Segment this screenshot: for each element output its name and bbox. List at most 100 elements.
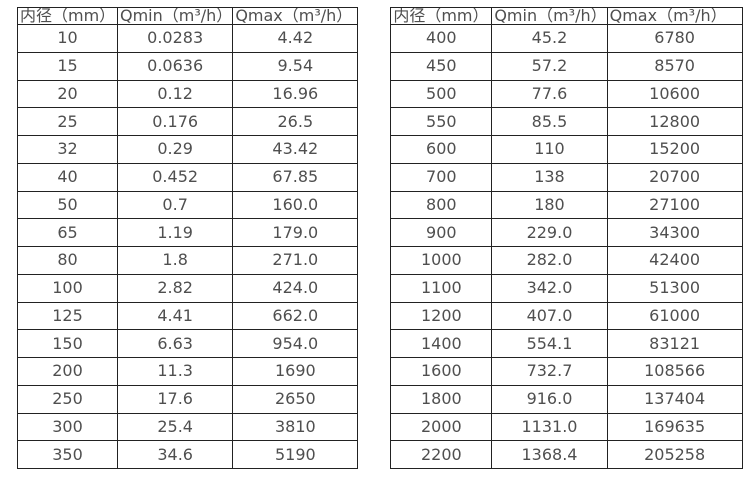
table-cell: 85.5 bbox=[491, 107, 608, 136]
table-row: 15 0.0636 9.54 bbox=[17, 51, 359, 81]
table-cell: 1400 bbox=[390, 329, 493, 358]
table-cell: 10 bbox=[17, 24, 118, 53]
table-cell: 12800 bbox=[606, 107, 743, 136]
table-row: 2000 1131.0 169635 bbox=[390, 412, 743, 442]
table-cell: 0.0636 bbox=[116, 51, 234, 81]
table-row: 40 0.452 67.85 bbox=[17, 162, 359, 192]
table-row: 25 0.176 26.5 bbox=[17, 107, 359, 136]
column-header: Qmin（m³/h） bbox=[116, 7, 234, 25]
table-row: 20 0.12 16.96 bbox=[17, 79, 359, 109]
table-cell: 8570 bbox=[606, 51, 743, 81]
table-row: 65 1.19 179.0 bbox=[17, 218, 359, 247]
table-row: 1000 282.0 42400 bbox=[390, 246, 743, 275]
table-cell: 50 bbox=[17, 190, 118, 220]
column-header: Qmax（m³/h） bbox=[232, 7, 359, 25]
table-row: 80 1.8 271.0 bbox=[17, 246, 359, 275]
table-cell: 342.0 bbox=[491, 273, 608, 303]
table-cell: 27100 bbox=[606, 190, 743, 220]
table-cell: 1600 bbox=[390, 357, 493, 386]
table-cell: 0.7 bbox=[116, 190, 234, 220]
table-cell: 42400 bbox=[606, 246, 743, 275]
table-row: 500 77.6 10600 bbox=[390, 79, 743, 109]
table-cell: 800 bbox=[390, 190, 493, 220]
column-header: Qmax（m³/h） bbox=[606, 7, 743, 25]
table-cell: 0.29 bbox=[116, 135, 234, 164]
table-cell: 0.0283 bbox=[116, 24, 234, 53]
table-cell: 1131.0 bbox=[491, 412, 608, 442]
table-row: 100 2.82 424.0 bbox=[17, 273, 359, 303]
table-cell: 32 bbox=[17, 135, 118, 164]
table-cell: 80 bbox=[17, 246, 118, 275]
table-row: 350 34.6 5190 bbox=[17, 440, 359, 469]
table-cell: 916.0 bbox=[491, 384, 608, 414]
table-cell: 1100 bbox=[390, 273, 493, 303]
table-row: 1800 916.0 137404 bbox=[390, 384, 743, 414]
table-cell: 954.0 bbox=[232, 329, 359, 358]
table-cell: 138 bbox=[491, 162, 608, 192]
table-cell: 1000 bbox=[390, 246, 493, 275]
table-cell: 15200 bbox=[606, 135, 743, 164]
table-cell: 662.0 bbox=[232, 301, 359, 331]
table-cell: 110 bbox=[491, 135, 608, 164]
table-cell: 65 bbox=[17, 218, 118, 247]
page: 内径（mm） Qmin（m³/h） Qmax（m³/h） 10 0.0283 4.42 15… bbox=[17, 7, 743, 469]
table-cell: 40 bbox=[17, 162, 118, 192]
table-cell: 100 bbox=[17, 273, 118, 303]
table-cell: 180 bbox=[491, 190, 608, 220]
table-cell: 169635 bbox=[606, 412, 743, 442]
column-header: 内径（mm） bbox=[17, 7, 118, 25]
table-cell: 2.82 bbox=[116, 273, 234, 303]
table-cell: 17.6 bbox=[116, 384, 234, 414]
table-cell: 15 bbox=[17, 51, 118, 81]
table-cell: 16.96 bbox=[232, 79, 359, 109]
table-cell: 1368.4 bbox=[491, 440, 608, 469]
column-header: 内径（mm） bbox=[390, 7, 493, 25]
table-cell: 11.3 bbox=[116, 357, 234, 386]
table-row: 125 4.41 662.0 bbox=[17, 301, 359, 331]
table-cell: 5190 bbox=[232, 440, 359, 469]
table-cell: 67.85 bbox=[232, 162, 359, 192]
table-cell: 1200 bbox=[390, 301, 493, 331]
table-row: 400 45.2 6780 bbox=[390, 24, 743, 53]
table-cell: 700 bbox=[390, 162, 493, 192]
table-cell: 6.63 bbox=[116, 329, 234, 358]
table-cell: 1800 bbox=[390, 384, 493, 414]
table-cell: 450 bbox=[390, 51, 493, 81]
table-row: 800 180 27100 bbox=[390, 190, 743, 220]
flow-table-small-diameters: 内径（mm） Qmin（m³/h） Qmax（m³/h） 10 0.0283 4.42 15… bbox=[17, 7, 359, 469]
table-row: 550 85.5 12800 bbox=[390, 107, 743, 136]
table-row: 150 6.63 954.0 bbox=[17, 329, 359, 358]
table-cell: 125 bbox=[17, 301, 118, 331]
table-cell: 137404 bbox=[606, 384, 743, 414]
table-cell: 400 bbox=[390, 24, 493, 53]
table-cell: 1.19 bbox=[116, 218, 234, 247]
table-cell: 25 bbox=[17, 107, 118, 136]
table-row: 32 0.29 43.42 bbox=[17, 135, 359, 164]
table-row: 1100 342.0 51300 bbox=[390, 273, 743, 303]
table-cell: 0.176 bbox=[116, 107, 234, 136]
table-cell: 282.0 bbox=[491, 246, 608, 275]
table-row: 250 17.6 2650 bbox=[17, 384, 359, 414]
table-cell: 424.0 bbox=[232, 273, 359, 303]
table-cell: 0.12 bbox=[116, 79, 234, 109]
table-cell: 20700 bbox=[606, 162, 743, 192]
table-cell: 43.42 bbox=[232, 135, 359, 164]
table-row: 900 229.0 34300 bbox=[390, 218, 743, 247]
table-cell: 350 bbox=[17, 440, 118, 469]
table-row: 600 110 15200 bbox=[390, 135, 743, 164]
table-cell: 732.7 bbox=[491, 357, 608, 386]
table-cell: 20 bbox=[17, 79, 118, 109]
table-row: 2200 1368.4 205258 bbox=[390, 440, 743, 469]
table-cell: 2000 bbox=[390, 412, 493, 442]
table-row: 50 0.7 160.0 bbox=[17, 190, 359, 220]
table-cell: 407.0 bbox=[491, 301, 608, 331]
table-cell: 108566 bbox=[606, 357, 743, 386]
table-cell: 205258 bbox=[606, 440, 743, 469]
table-cell: 229.0 bbox=[491, 218, 608, 247]
table-row: 1200 407.0 61000 bbox=[390, 301, 743, 331]
table-cell: 9.54 bbox=[232, 51, 359, 81]
table-cell: 57.2 bbox=[491, 51, 608, 81]
table-cell: 179.0 bbox=[232, 218, 359, 247]
table-cell: 3810 bbox=[232, 412, 359, 442]
table-cell: 150 bbox=[17, 329, 118, 358]
